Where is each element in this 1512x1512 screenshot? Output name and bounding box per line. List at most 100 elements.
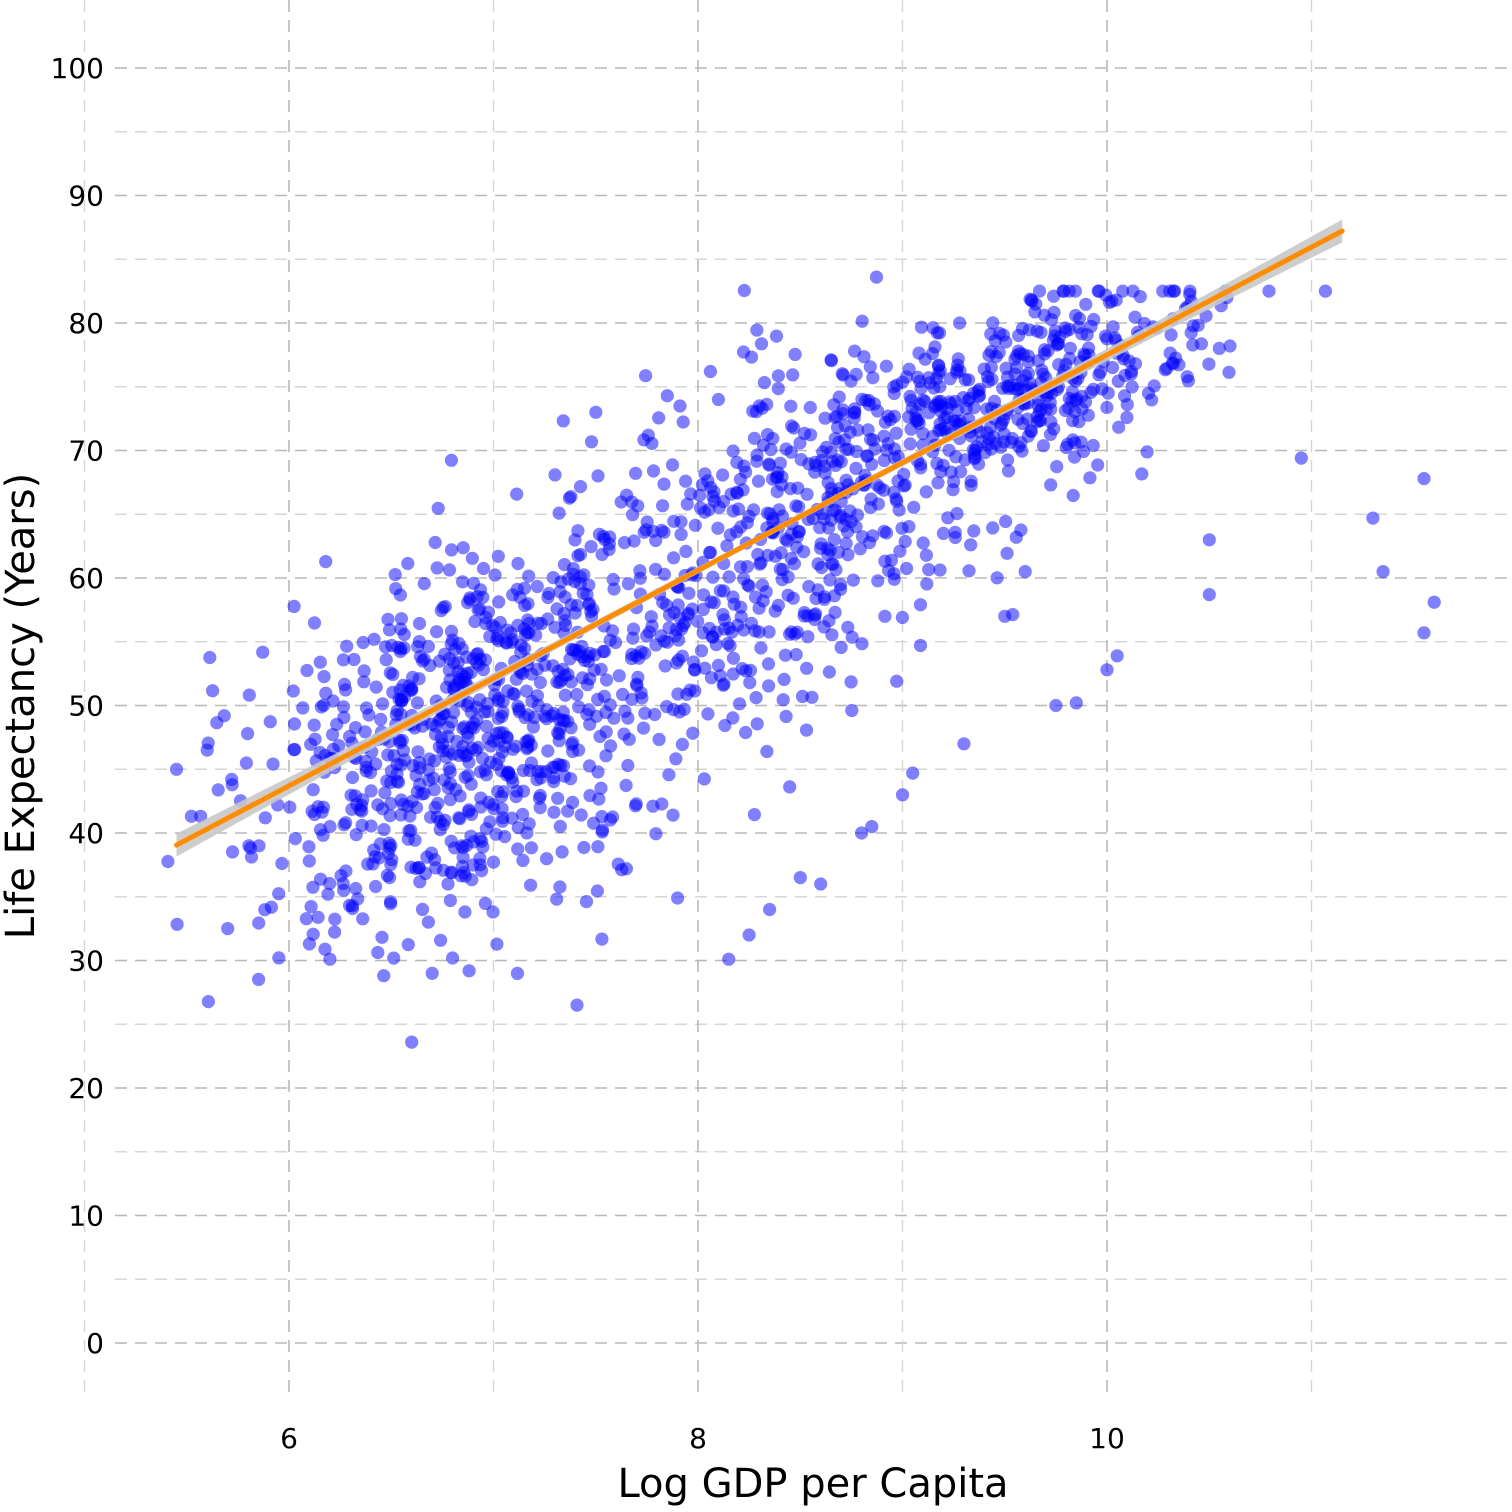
data-point <box>688 663 702 677</box>
data-point <box>636 721 651 735</box>
data-point <box>1066 414 1080 428</box>
data-point <box>561 804 575 818</box>
data-point <box>682 586 696 600</box>
data-point <box>827 532 841 547</box>
data-point <box>784 527 799 541</box>
data-point <box>368 850 382 864</box>
data-point <box>592 792 606 806</box>
data-point <box>428 800 442 815</box>
data-point <box>696 626 710 640</box>
data-point <box>580 678 595 692</box>
data-point <box>771 369 786 383</box>
data-point <box>384 775 398 790</box>
data-point <box>533 801 547 815</box>
data-point <box>817 592 832 606</box>
data-point <box>933 563 947 577</box>
data-point <box>1079 297 1093 311</box>
data-point <box>751 547 765 562</box>
data-point <box>380 868 394 883</box>
data-point <box>615 863 629 877</box>
data-point <box>584 435 599 449</box>
data-point <box>726 651 741 665</box>
data-point <box>394 612 408 626</box>
data-point <box>641 428 655 442</box>
data-point <box>657 567 672 581</box>
data-point <box>239 756 253 770</box>
data-point <box>931 476 945 490</box>
data-point <box>959 401 973 416</box>
data-point <box>457 720 471 734</box>
data-point <box>906 766 920 780</box>
data-point <box>411 745 425 759</box>
data-point <box>1180 370 1194 384</box>
data-point <box>527 710 542 725</box>
data-point <box>787 557 802 571</box>
data-point <box>465 551 479 565</box>
data-point <box>572 743 586 757</box>
data-point <box>748 624 762 638</box>
data-point <box>571 549 585 563</box>
data-point <box>762 625 776 639</box>
data-point <box>914 381 928 396</box>
data-point <box>266 757 280 771</box>
data-point <box>786 368 800 382</box>
data-point <box>446 951 460 965</box>
data-point <box>1049 698 1063 713</box>
data-point <box>555 845 569 859</box>
data-point <box>355 798 369 812</box>
data-point <box>844 675 858 689</box>
data-point <box>836 368 850 382</box>
data-point <box>509 739 523 753</box>
y-tick-label: 10 <box>68 1200 104 1233</box>
data-point <box>1086 438 1100 453</box>
data-point <box>639 523 653 537</box>
data-point <box>703 545 717 560</box>
data-point <box>340 639 354 653</box>
data-point <box>275 856 289 871</box>
data-point <box>387 951 401 965</box>
data-point <box>557 714 572 728</box>
data-point <box>740 560 754 574</box>
data-point <box>633 571 647 585</box>
data-point <box>649 827 663 841</box>
data-point <box>530 689 545 703</box>
data-point <box>548 620 562 634</box>
data-point <box>492 734 506 748</box>
data-point <box>307 616 322 630</box>
data-point <box>421 915 435 929</box>
data-point <box>256 645 270 659</box>
data-point <box>389 708 403 722</box>
data-point <box>547 805 561 819</box>
data-point <box>326 728 340 742</box>
data-point <box>920 577 934 591</box>
data-point <box>693 488 707 502</box>
data-point <box>813 521 827 535</box>
data-point <box>1169 351 1183 365</box>
data-point <box>638 706 652 720</box>
data-point <box>747 503 761 517</box>
data-point <box>296 701 310 715</box>
data-point <box>486 798 500 812</box>
data-point <box>936 526 951 541</box>
data-point <box>476 561 491 576</box>
data-point <box>1021 412 1035 426</box>
data-point <box>1047 422 1061 436</box>
data-point <box>776 693 790 707</box>
data-point <box>394 622 408 636</box>
data-point <box>890 378 904 392</box>
data-point <box>871 574 885 588</box>
data-point <box>1417 626 1431 640</box>
data-point <box>479 617 493 631</box>
data-point <box>606 572 620 587</box>
data-point <box>873 481 887 495</box>
data-point <box>716 468 730 482</box>
data-point <box>776 563 790 577</box>
data-point <box>980 370 995 384</box>
data-point <box>953 316 967 330</box>
data-point <box>357 664 371 678</box>
data-point <box>381 612 395 626</box>
data-point <box>686 726 700 740</box>
data-point <box>447 681 461 695</box>
data-point <box>614 495 628 509</box>
